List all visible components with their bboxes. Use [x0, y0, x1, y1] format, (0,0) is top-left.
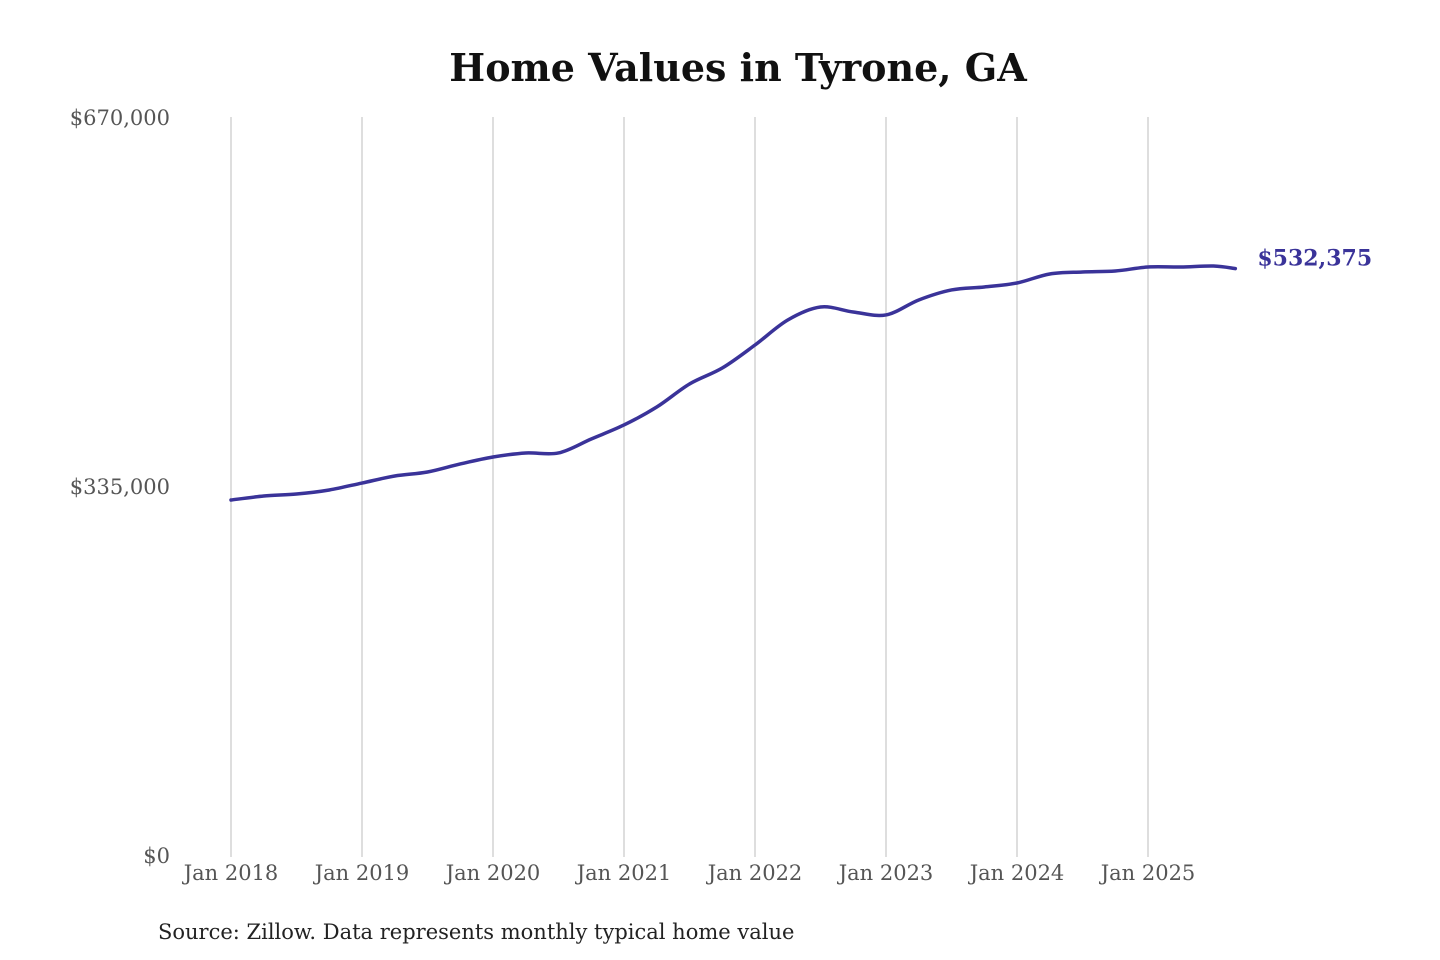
- x-tick-label: Jan 2022: [706, 861, 803, 885]
- x-tick-label: Jan 2019: [313, 861, 410, 885]
- chart-title: Home Values in Tyrone, GA: [449, 45, 1027, 90]
- x-axis: Jan 2018 Jan 2019 Jan 2020 Jan 2021 Jan 2022…: [182, 861, 1196, 885]
- x-tick-label: Jan 2024: [968, 861, 1065, 885]
- source-note: Source: Zillow. Data represents monthly …: [158, 920, 794, 944]
- x-tick-label: Jan 2025: [1099, 861, 1196, 885]
- x-tick-label: Jan 2023: [837, 861, 934, 885]
- y-tick-label: $670,000: [70, 106, 170, 130]
- y-tick-label: $335,000: [70, 475, 170, 499]
- y-axis: $0 $335,000 $670,000: [70, 106, 170, 868]
- home-value-line: [229, 264, 1238, 502]
- y-tick-label: $0: [143, 844, 170, 868]
- latest-value-label: $532,375: [1257, 246, 1372, 272]
- x-tick-label: Jan 2018: [182, 861, 279, 885]
- x-tick-label: Jan 2021: [575, 861, 672, 885]
- gridlines: [230, 117, 1149, 857]
- x-tick-label: Jan 2020: [444, 861, 541, 885]
